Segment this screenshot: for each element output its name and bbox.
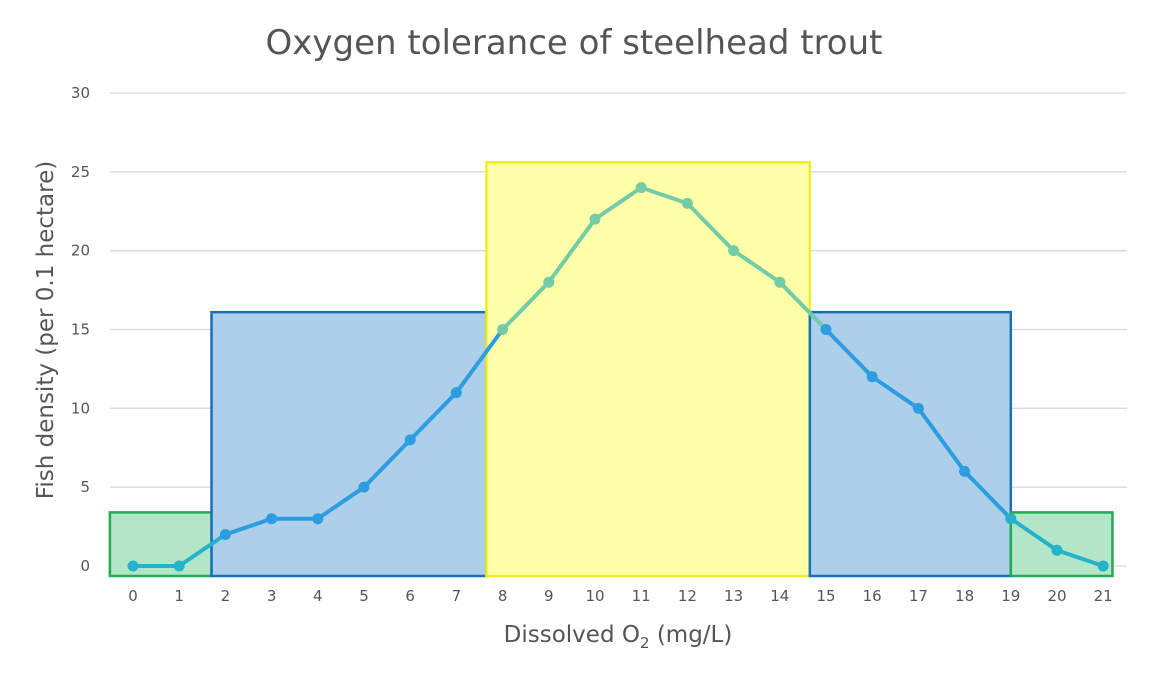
x-tick-label: 20 <box>1047 587 1066 605</box>
x-axis-label-unit: (mg/L) <box>650 622 733 648</box>
y-axis-ticks: 0 5 10 15 20 25 30 <box>71 84 90 575</box>
data-point <box>866 371 878 383</box>
x-tick-label: 2 <box>221 587 231 605</box>
region-optimal <box>485 161 812 578</box>
x-tick-label: 14 <box>770 587 789 605</box>
line-segment <box>593 185 644 222</box>
y-tick-label: 15 <box>71 321 90 339</box>
x-tick-label: 15 <box>816 587 835 605</box>
data-point <box>1005 513 1017 525</box>
x-tick-label: 8 <box>498 587 508 605</box>
data-point <box>728 245 740 257</box>
data-point <box>959 465 971 477</box>
x-tick-label: 17 <box>909 587 928 605</box>
line-segment <box>777 280 828 332</box>
x-tick-label: 3 <box>267 587 277 605</box>
x-tick-label: 6 <box>405 587 415 605</box>
x-axis-label-main: Dissolved O <box>504 622 640 648</box>
line-segment <box>870 374 921 411</box>
y-tick-label: 0 <box>80 557 90 575</box>
line-segment <box>916 406 967 474</box>
data-point <box>450 387 462 399</box>
x-tick-label: 12 <box>678 587 697 605</box>
region-mid-tolerance-left <box>210 310 488 578</box>
x-tick-label: 11 <box>632 587 651 605</box>
series-line <box>131 185 1106 568</box>
x-tick-label: 5 <box>359 587 369 605</box>
y-axis-label: Fish density (per 0.1 hectare) <box>33 161 59 499</box>
line-segment <box>362 437 413 490</box>
data-point <box>404 434 416 446</box>
data-point <box>127 560 139 572</box>
x-tick-label: 10 <box>585 587 604 605</box>
x-tick-label: 0 <box>128 587 138 605</box>
line-segment <box>546 217 597 285</box>
line-segment <box>177 532 228 568</box>
x-axis-label: Dissolved O2 (mg/L) <box>504 622 733 652</box>
line-segment <box>1008 516 1059 553</box>
line-segment <box>639 185 690 206</box>
region-mid-tolerance-right <box>808 310 1013 578</box>
data-point <box>1051 544 1063 556</box>
data-point <box>681 197 693 209</box>
y-tick-label: 10 <box>71 399 90 417</box>
x-tick-label: 16 <box>863 587 882 605</box>
tolerance-regions <box>108 161 1114 578</box>
line-segment <box>824 327 875 379</box>
x-tick-label: 7 <box>452 587 462 605</box>
x-tick-label: 4 <box>313 587 323 605</box>
x-axis-ticks: 0 1 2 3 4 5 6 7 8 9 10 11 12 13 14 15 16 17 18 19 20 21 <box>128 587 1113 605</box>
line-segment <box>500 280 551 332</box>
line-segment <box>1055 548 1106 568</box>
x-tick-label: 21 <box>1094 587 1113 605</box>
chart-title: Oxygen tolerance of steelhead trout <box>266 23 883 63</box>
data-point <box>266 513 278 525</box>
y-tick-label: 25 <box>71 163 90 181</box>
x-tick-label: 18 <box>955 587 974 605</box>
y-tick-label: 5 <box>80 478 90 496</box>
x-tick-label: 9 <box>544 587 554 605</box>
line-segment <box>408 390 459 442</box>
data-point <box>589 213 601 225</box>
line-segment <box>454 327 505 395</box>
region-low-tolerance-right <box>1009 511 1114 578</box>
data-point <box>358 481 370 493</box>
data-point <box>219 528 231 540</box>
data-point <box>635 182 647 194</box>
x-tick-label: 1 <box>174 587 184 605</box>
series-points <box>127 182 1109 572</box>
x-tick-label: 19 <box>1001 587 1020 605</box>
data-point <box>173 560 185 572</box>
y-tick-label: 20 <box>71 242 90 260</box>
data-point <box>820 324 832 335</box>
line-segment <box>962 469 1013 521</box>
line-segment <box>685 201 736 253</box>
data-point <box>497 324 509 335</box>
x-axis-label-subscript: 2 <box>640 634 650 652</box>
data-point <box>912 402 924 414</box>
y-tick-label: 30 <box>71 84 90 102</box>
data-point <box>1097 560 1109 572</box>
x-tick-label: 13 <box>724 587 743 605</box>
line-segment <box>731 248 782 285</box>
data-point <box>312 513 324 525</box>
data-point <box>543 276 555 288</box>
line-segment <box>223 516 274 537</box>
data-point <box>774 276 786 288</box>
line-segment <box>315 485 366 521</box>
